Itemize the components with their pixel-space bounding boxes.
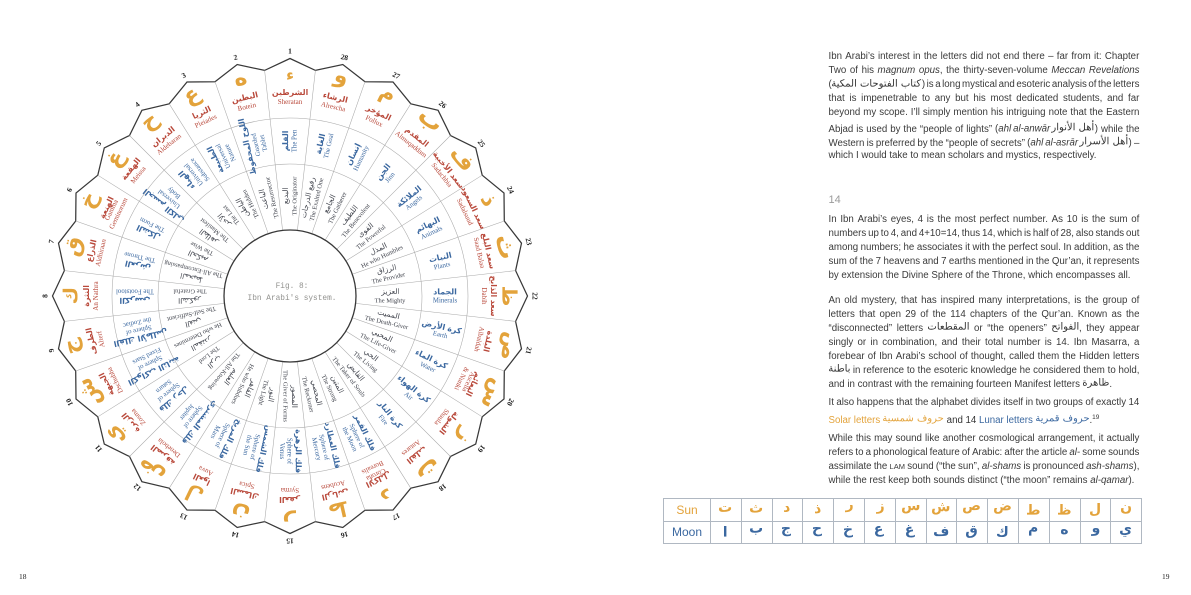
- svg-text:The Exalted One: The Exalted One: [309, 177, 326, 222]
- svg-text:Botein: Botein: [237, 101, 257, 113]
- svg-text:13: 13: [178, 511, 189, 522]
- svg-text:Fig. 8:: Fig. 8:: [276, 283, 309, 291]
- svg-text:23: 23: [524, 237, 534, 247]
- svg-text:Humanity: Humanity: [353, 144, 371, 172]
- svg-text:7: 7: [46, 238, 56, 244]
- svg-text:Aldhiraan: Aldhiraan: [94, 238, 108, 268]
- svg-text:18: 18: [19, 572, 27, 581]
- svg-text:6: 6: [64, 186, 74, 194]
- svg-text:Denebola: Denebola: [155, 436, 182, 460]
- svg-text:19: 19: [475, 443, 487, 455]
- svg-text:20: 20: [505, 397, 516, 408]
- svg-text:The Last: The Last: [221, 203, 241, 225]
- svg-text:Spica: Spica: [237, 479, 255, 490]
- svg-text:Tablet: Tablet: [259, 134, 270, 152]
- svg-text:8: 8: [41, 294, 50, 298]
- svg-text:16: 16: [340, 530, 350, 540]
- svg-text:22: 22: [530, 292, 539, 300]
- svg-text:The Goal: The Goal: [323, 133, 336, 160]
- svg-text:Acubens: Acubens: [320, 479, 346, 492]
- svg-text:Ibn Arabi's system.: Ibn Arabi's system.: [248, 295, 337, 303]
- svg-text:The Originator: The Originator: [291, 176, 298, 216]
- svg-text:Dabih: Dabih: [480, 287, 488, 305]
- svg-text:3: 3: [180, 70, 188, 80]
- svg-text:21: 21: [523, 346, 533, 356]
- svg-text:5: 5: [94, 139, 104, 148]
- svg-text:Air: Air: [402, 391, 414, 403]
- svg-text:Albaldah: Albaldah: [472, 326, 486, 353]
- svg-text:Earth: Earth: [432, 330, 448, 340]
- svg-text:15: 15: [286, 536, 294, 545]
- svg-text:The Light: The Light: [257, 379, 270, 406]
- svg-text:27: 27: [391, 70, 402, 81]
- svg-text:12: 12: [131, 481, 143, 493]
- svg-text:17: 17: [391, 511, 402, 522]
- svg-text:26: 26: [437, 99, 449, 111]
- svg-text:Sphere of: Sphere of: [286, 438, 293, 465]
- svg-text:25: 25: [476, 138, 488, 150]
- svg-text:Dschubba: Dschubba: [105, 365, 125, 394]
- svg-text:Shaula: Shaula: [432, 407, 451, 428]
- svg-text:Alterf: Alterf: [95, 329, 107, 348]
- svg-text:1: 1: [288, 47, 292, 56]
- svg-text:2: 2: [233, 52, 239, 62]
- svg-text:Sadachbia: Sadachbia: [430, 161, 455, 189]
- svg-text:Jinn: Jinn: [384, 171, 397, 185]
- svg-text:11: 11: [93, 443, 105, 454]
- svg-text:The Reckoner: The Reckoner: [300, 376, 315, 414]
- svg-text:Aldebaran: Aldebaran: [155, 132, 183, 157]
- svg-text:Zosma: Zosma: [129, 406, 148, 427]
- svg-text:Alrescha: Alrescha: [320, 100, 347, 114]
- svg-text:10: 10: [64, 397, 75, 408]
- svg-text:Minerals: Minerals: [433, 297, 458, 304]
- svg-text:Fire: Fire: [377, 414, 389, 427]
- svg-text:9: 9: [46, 347, 56, 353]
- svg-text:The Footstool: The Footstool: [116, 288, 154, 295]
- svg-text:The Giver of Forms: The Giver of Forms: [282, 370, 289, 422]
- svg-text:28: 28: [340, 52, 350, 62]
- svg-text:Angels: Angels: [404, 194, 424, 212]
- svg-text:14: 14: [231, 529, 241, 539]
- svg-text:the Sun: the Sun: [241, 434, 253, 456]
- svg-text:The Grateful: The Grateful: [173, 288, 207, 295]
- svg-text:The Mighty: The Mighty: [375, 297, 407, 304]
- svg-text:An Nathra: An Nathra: [92, 280, 100, 310]
- svg-text:Syrma: Syrma: [280, 486, 299, 494]
- svg-text:Plants: Plants: [433, 261, 451, 272]
- svg-text:The Pen: The Pen: [291, 129, 298, 152]
- svg-text:24: 24: [505, 184, 516, 195]
- svg-text:The Wise: The Wise: [189, 240, 214, 257]
- svg-text:Venus: Venus: [278, 443, 285, 460]
- svg-text:Sheratan: Sheratan: [278, 98, 303, 106]
- svg-text:The Form: The Form: [138, 215, 166, 233]
- svg-text:Meissa: Meissa: [129, 164, 148, 185]
- svg-text:18: 18: [437, 482, 449, 494]
- svg-text:The Throne: The Throne: [124, 250, 157, 264]
- svg-text:The Death-Giver: The Death-Giver: [364, 315, 409, 332]
- svg-text:The Resurrector: The Resurrector: [264, 175, 280, 218]
- svg-text:4: 4: [133, 100, 142, 110]
- svg-text:Sadalsuud: Sadalsuud: [455, 197, 475, 227]
